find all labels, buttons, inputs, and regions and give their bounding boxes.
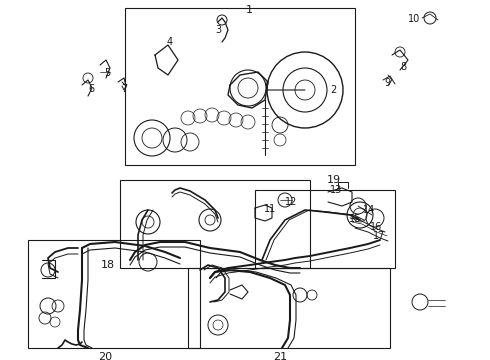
Text: 19: 19 xyxy=(327,175,341,185)
Text: 4: 4 xyxy=(167,37,173,47)
Text: 12: 12 xyxy=(285,197,297,207)
Text: 8: 8 xyxy=(400,62,406,72)
Text: 14: 14 xyxy=(363,205,375,215)
Text: 15: 15 xyxy=(349,214,362,224)
Text: 2: 2 xyxy=(330,85,336,95)
Text: 20: 20 xyxy=(98,352,112,360)
Bar xyxy=(120,180,310,268)
Text: 17: 17 xyxy=(373,231,385,241)
Bar xyxy=(28,240,200,348)
Text: 13: 13 xyxy=(330,185,342,195)
Text: 10: 10 xyxy=(408,14,420,24)
Bar xyxy=(188,268,390,348)
Text: 5: 5 xyxy=(104,68,110,78)
Text: 7: 7 xyxy=(121,84,127,94)
Text: 11: 11 xyxy=(264,204,276,214)
Text: 3: 3 xyxy=(215,25,221,35)
Text: 1: 1 xyxy=(245,5,252,15)
Text: 16: 16 xyxy=(370,222,382,232)
Bar xyxy=(125,8,355,165)
Text: 9: 9 xyxy=(384,78,390,88)
Bar xyxy=(255,190,395,268)
Text: 21: 21 xyxy=(273,352,287,360)
Text: 18: 18 xyxy=(101,260,115,270)
Text: 6: 6 xyxy=(88,84,94,94)
